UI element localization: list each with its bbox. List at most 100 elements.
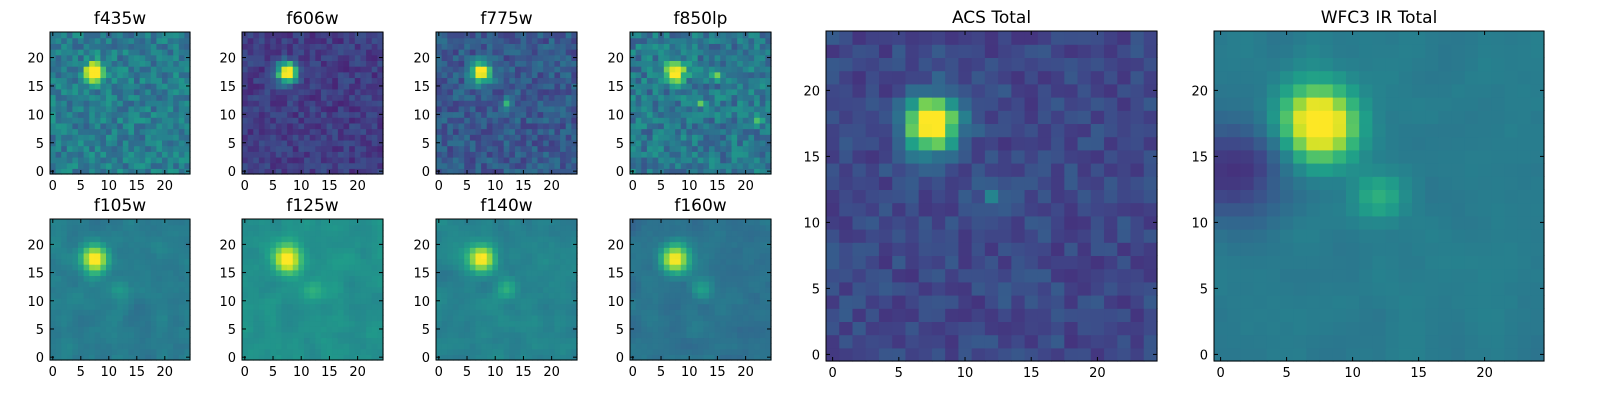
heatmap-cell [275,309,283,316]
heatmap-cell [663,139,671,147]
heatmap-cell [94,111,101,118]
heatmap-cell [754,320,761,327]
heatmap-cell [258,111,266,118]
heatmap-cell [554,241,561,248]
heatmap-cell [264,354,271,361]
heatmap-cell [486,151,493,158]
heatmap-cell [258,145,266,152]
heatmap-cell [337,117,345,124]
heatmap-cell [50,151,57,158]
heatmap-cell [66,343,73,350]
x-tick-label: 0 [241,365,249,380]
heatmap-cell [173,105,180,113]
heatmap-cell [737,275,744,282]
heatmap-cell [565,314,572,322]
heatmap-cell [173,156,180,164]
heatmap-cell [377,162,384,169]
heatmap-cell [371,252,378,260]
heatmap-cell [498,343,505,350]
heatmap-cell [377,105,384,113]
heatmap-cell [537,100,544,107]
heatmap-cell [452,32,460,39]
heatmap-cell [253,43,260,50]
heatmap-cell [242,122,249,130]
heatmap-cell [531,71,539,79]
heatmap-cell [708,309,716,316]
heatmap-cell [742,54,750,61]
heatmap-cell [343,269,350,276]
heatmap-cell [731,32,738,39]
heatmap-cell [436,286,443,293]
heatmap-cell [481,32,488,39]
axes-frame [435,218,578,361]
heatmap-cell [326,337,333,344]
heatmap-cell [134,117,141,124]
heatmap-cell [543,139,550,147]
heatmap-cell [100,354,107,361]
heatmap-cell [503,122,510,130]
heatmap-cell [66,134,73,141]
heatmap-cell [78,111,85,118]
heatmap-cell [304,111,311,118]
heatmap-cell [167,354,174,361]
heatmap-cell [486,117,493,124]
heatmap-cell [94,37,101,44]
heatmap-cell [89,134,96,141]
heatmap-cell [748,343,755,350]
heatmap-cell [703,100,710,107]
heatmap-cell [106,128,113,135]
heatmap-cell [452,162,460,169]
heatmap-cell [178,230,185,237]
heatmap-cell [162,258,169,265]
heatmap-cell [343,235,350,243]
heatmap-cell [748,100,755,107]
heatmap-cell [145,264,152,271]
heatmap-cell [548,83,556,90]
heatmap-cell [680,343,687,350]
heatmap-cell [675,100,682,107]
heatmap-cell [242,286,249,293]
heatmap-cell [298,303,305,310]
heatmap-cell [703,292,710,299]
heatmap-cell [759,303,766,310]
heatmap-cell [134,88,141,96]
heatmap-cell [765,32,772,39]
heatmap-cell [332,168,339,175]
heatmap-cell [150,37,157,44]
heatmap-cell [298,247,305,254]
heatmap-cell [281,224,288,231]
heatmap-cell [150,309,157,316]
heatmap-cell [156,49,163,56]
heatmap-cell [94,337,101,344]
heatmap-cell [61,281,68,288]
heatmap-cell [94,100,101,107]
heatmap-cell [697,168,704,175]
heatmap-cell [354,83,362,90]
heatmap-cell [754,348,761,355]
heatmap-cell [320,168,328,175]
heatmap-cell [481,43,488,50]
heatmap-cell [543,235,550,243]
heatmap-cell [128,100,135,107]
heatmap-cell [765,275,772,282]
heatmap-cell [55,343,62,350]
heatmap-cell [475,354,482,361]
heatmap-cell [253,83,260,90]
heatmap-cell [298,139,305,147]
heatmap-cell [100,297,107,305]
heatmap-cell [111,145,118,152]
heatmap-cell [514,168,522,175]
heatmap-cell [89,88,96,96]
heatmap-cell [354,66,362,73]
heatmap-cell [281,230,288,237]
heatmap-cell [111,297,118,305]
heatmap-cell [134,77,141,84]
heatmap-cell [537,348,544,355]
heatmap-cell [458,83,465,90]
heatmap-cell [167,111,174,118]
heatmap-cell [537,117,544,124]
heatmap-cell [692,145,699,152]
heatmap-cell [714,139,721,147]
heatmap-cell [258,100,266,107]
heatmap-cell [737,100,744,107]
